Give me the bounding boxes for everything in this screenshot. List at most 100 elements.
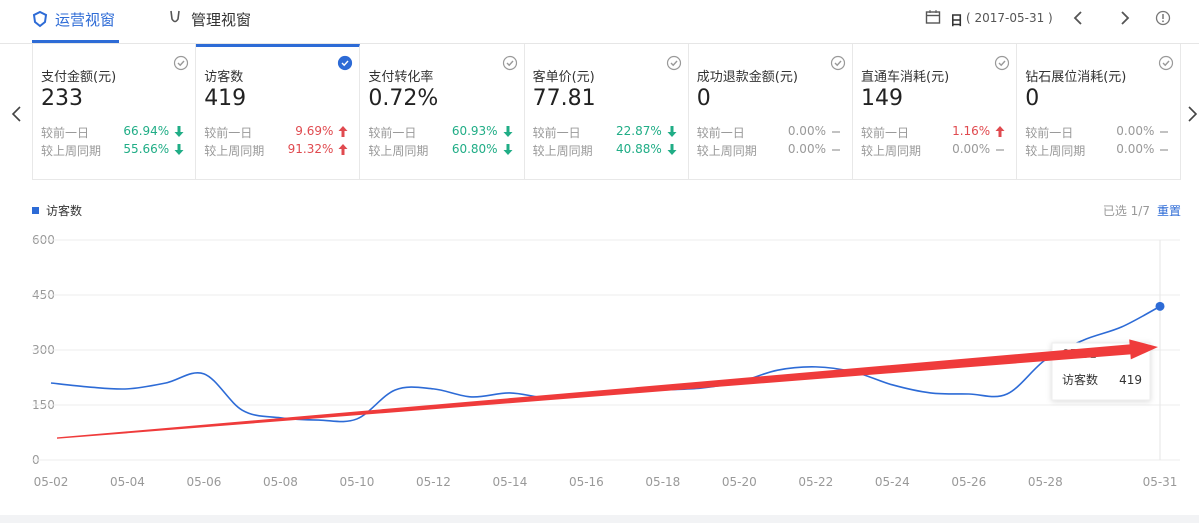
compare-change: 9.69% xyxy=(295,124,334,138)
compare-change: 22.87% xyxy=(616,124,662,138)
compare-change: 0.00% xyxy=(787,124,826,138)
trend-icon xyxy=(174,144,184,155)
bottom-band xyxy=(0,515,1199,523)
select-check xyxy=(666,55,681,71)
metric-card[interactable]: 支付金额(元) 233 较前一日 66.94% 较上周同期 55.66% xyxy=(32,44,197,180)
metric-value: 149 xyxy=(861,86,903,111)
select-check xyxy=(830,55,846,71)
annotation-arrow xyxy=(57,339,1158,439)
info-icon[interactable] xyxy=(1155,10,1171,26)
check-circle xyxy=(1159,55,1174,71)
cards-prev[interactable] xyxy=(8,104,24,124)
compare-change: 60.93% xyxy=(451,124,498,138)
metric-title: 客单价(元) xyxy=(532,70,595,85)
trend-down xyxy=(503,144,513,155)
legend-label[interactable]: 访客数 xyxy=(46,203,82,218)
tab-icon xyxy=(32,10,48,28)
check-circle xyxy=(338,55,353,71)
tab[interactable]: 管理视窗 xyxy=(191,11,252,29)
compare-change: 0.00% xyxy=(1116,124,1155,138)
metric-card[interactable]: 客单价(元) 77.81 较前一日 22.87% 较上周同期 40.88% xyxy=(524,44,689,180)
metric-title: 访客数 xyxy=(204,70,244,85)
check-mark xyxy=(670,60,678,67)
check-mark xyxy=(177,60,185,67)
select-check xyxy=(174,55,189,71)
metric-title: 支付转化率 xyxy=(368,70,434,85)
check-circle xyxy=(666,55,681,71)
x-tick-label: 05-28 xyxy=(1028,475,1063,489)
x-tick-label: 05-20 xyxy=(722,475,757,489)
compare-label: 较前一日 xyxy=(532,126,581,140)
metric-title: 支付金额(元) xyxy=(41,70,117,85)
compare-label: 较前一日 xyxy=(1025,126,1074,140)
x-tick-label: 05-14 xyxy=(492,475,527,489)
trend-down xyxy=(667,144,677,155)
cards-next[interactable] xyxy=(1185,104,1199,124)
compare-label: 较前一日 xyxy=(368,126,417,140)
compare-change: 55.66% xyxy=(123,142,170,156)
trend-icon xyxy=(503,144,513,155)
metric-value: 0.72% xyxy=(368,86,439,111)
metric-value: 77.81 xyxy=(532,86,596,111)
top-bar: 运营视窗 管理视窗 日 ( 2017-05-31 ) xyxy=(0,0,1199,44)
trend-icon xyxy=(995,126,1005,137)
trend-down xyxy=(503,126,513,137)
trend-down xyxy=(174,126,184,137)
x-tick-label: 05-06 xyxy=(187,475,222,489)
tab-active[interactable]: 运营视窗 xyxy=(55,11,116,29)
calendar-icon[interactable] xyxy=(925,9,941,25)
date-period: 日 xyxy=(950,14,964,29)
date-value: ( 2017-05-31 ) xyxy=(966,11,1053,25)
legend-swatch xyxy=(32,207,39,214)
metric-value: 233 xyxy=(41,86,83,111)
next-date[interactable] xyxy=(1117,9,1133,27)
compare-change: 40.88% xyxy=(616,142,662,156)
check-mark xyxy=(341,60,349,67)
x-tick-label: 05-26 xyxy=(951,475,986,489)
compare-change: 0.00% xyxy=(1116,142,1155,156)
metric-card[interactable]: 成功退款金额(元) 0 较前一日 0.00% 较上周同期 0.00% xyxy=(688,44,853,180)
check-mark xyxy=(506,60,514,67)
trend-icon xyxy=(831,149,840,151)
check-mark xyxy=(998,60,1006,67)
metric-title: 直通车消耗(元) xyxy=(861,70,950,85)
compare-change: 0.00% xyxy=(952,142,991,156)
x-tick-label: 05-02 xyxy=(34,475,69,489)
metric-title: 钻石展位消耗(元) xyxy=(1025,70,1127,85)
metric-card[interactable]: 支付转化率 0.72% 较前一日 60.93% 较上周同期 60.80% xyxy=(360,44,525,180)
compare-label: 较上周同期 xyxy=(696,144,757,158)
trend-up xyxy=(995,126,1005,137)
reset-link[interactable]: 重置 xyxy=(1157,204,1181,218)
select-check xyxy=(995,55,1010,71)
metric-value: 0 xyxy=(696,86,711,111)
compare-change: 60.80% xyxy=(451,142,498,156)
metric-card[interactable]: 访客数 419 较前一日 9.69% 较上周同期 91.32% xyxy=(196,44,361,180)
check-circle xyxy=(995,55,1010,71)
trend-down xyxy=(667,126,677,137)
prev-date[interactable] xyxy=(1070,9,1086,27)
trend-icon xyxy=(831,131,840,133)
check-circle xyxy=(830,55,846,71)
tab-underline xyxy=(32,40,119,43)
selection-count: 已选 1/7 xyxy=(1103,204,1150,218)
check-circle xyxy=(502,55,517,71)
trend-icon xyxy=(996,149,1005,151)
trend-icon xyxy=(503,126,513,137)
trend-icon xyxy=(667,144,677,155)
compare-change: 66.94% xyxy=(123,124,170,138)
point xyxy=(1155,301,1165,311)
check-mark xyxy=(1162,60,1170,67)
x-tick-label: 05-04 xyxy=(110,475,145,489)
trend-up xyxy=(338,144,348,155)
trend-icon xyxy=(338,126,348,137)
metric-value: 0 xyxy=(1025,86,1040,111)
compare-label: 较上周同期 xyxy=(368,144,429,158)
x-tick-label: 05-10 xyxy=(339,475,374,489)
compare-label: 较上周同期 xyxy=(861,144,922,158)
metric-card[interactable]: 钻石展位消耗(元) 0 较前一日 0.00% 较上周同期 0.00% xyxy=(1017,44,1182,180)
trend-icon xyxy=(1160,131,1169,133)
metric-card[interactable]: 直通车消耗(元) 149 较前一日 1.16% 较上周同期 0.00% xyxy=(853,44,1018,180)
x-tick-label: 05-08 xyxy=(263,475,298,489)
tooltip-label: 访客数 xyxy=(1062,372,1098,387)
